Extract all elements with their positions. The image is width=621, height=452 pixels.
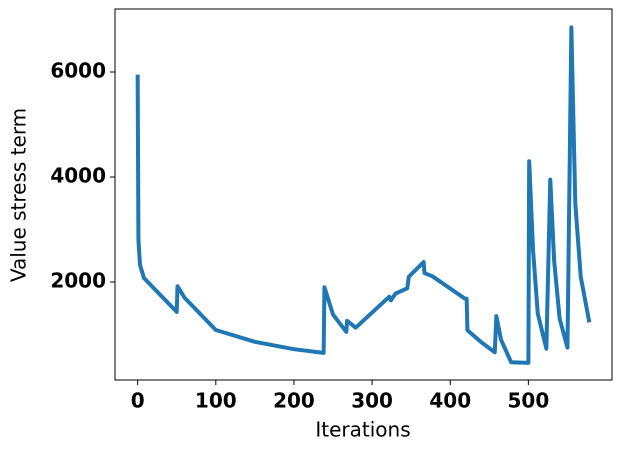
x-tick-label: 500 [508,389,550,413]
y-tick-label: 2000 [50,268,106,292]
x-tick-label: 100 [195,389,237,413]
y-tick-label: 4000 [50,163,106,187]
x-tick-label: 400 [429,389,471,413]
plot-frame [114,8,613,381]
y-axis-label: Value stress term [7,108,31,282]
x-tick-label: 0 [131,389,145,413]
x-tick-label: 200 [273,389,315,413]
y-tick-label: 6000 [50,58,106,82]
data-line [135,25,592,365]
x-axis-label: Iterations [315,418,410,442]
x-tick-label: 300 [351,389,393,413]
